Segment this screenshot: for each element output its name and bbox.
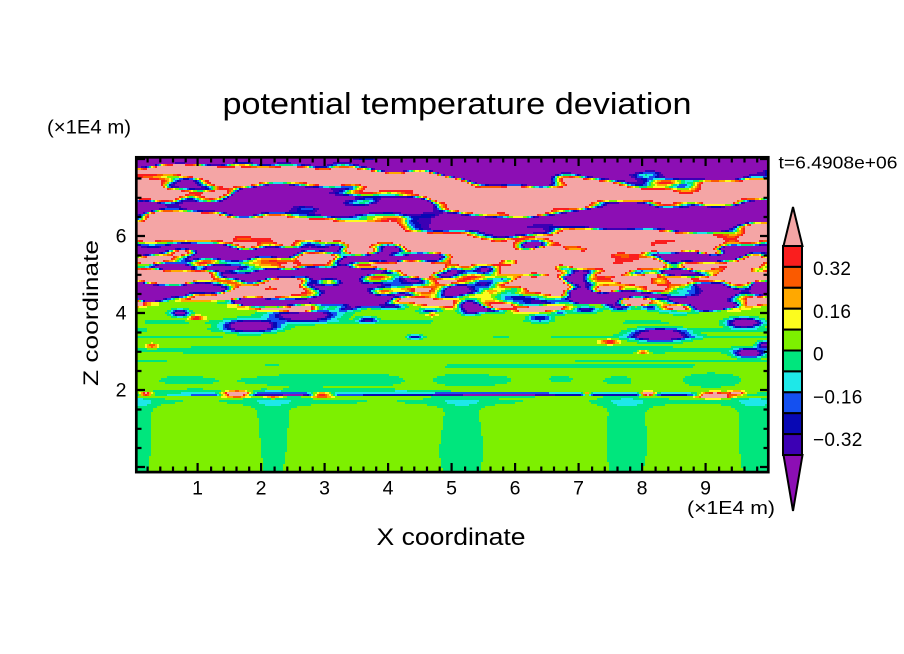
svg-text:6: 6 bbox=[510, 478, 521, 500]
svg-text:potential temperature deviatio: potential temperature deviation bbox=[223, 86, 692, 121]
svg-text:9: 9 bbox=[700, 478, 711, 500]
svg-text:X coordinate: X coordinate bbox=[377, 524, 526, 551]
svg-text:0.32: 0.32 bbox=[813, 259, 851, 280]
svg-text:4: 4 bbox=[383, 478, 394, 500]
svg-text:4: 4 bbox=[116, 302, 127, 324]
svg-text:5: 5 bbox=[446, 478, 457, 500]
svg-text:0: 0 bbox=[813, 345, 824, 366]
svg-text:8: 8 bbox=[637, 478, 648, 500]
svg-text:−0.16: −0.16 bbox=[813, 387, 863, 408]
svg-text:1: 1 bbox=[192, 478, 203, 500]
svg-text:3: 3 bbox=[319, 478, 330, 500]
svg-text:(×1E4 m): (×1E4 m) bbox=[687, 497, 775, 518]
svg-text:0.16: 0.16 bbox=[813, 302, 851, 323]
svg-text:7: 7 bbox=[573, 478, 584, 500]
svg-text:(×1E4 m): (×1E4 m) bbox=[47, 118, 131, 139]
svg-text:6: 6 bbox=[116, 225, 127, 247]
svg-text:2: 2 bbox=[256, 478, 267, 500]
svg-text:Z coordinate: Z coordinate bbox=[80, 240, 103, 386]
svg-text:−0.32: −0.32 bbox=[813, 430, 863, 451]
svg-text:t=6.4908e+06: t=6.4908e+06 bbox=[779, 153, 898, 173]
svg-text:2: 2 bbox=[116, 379, 127, 401]
